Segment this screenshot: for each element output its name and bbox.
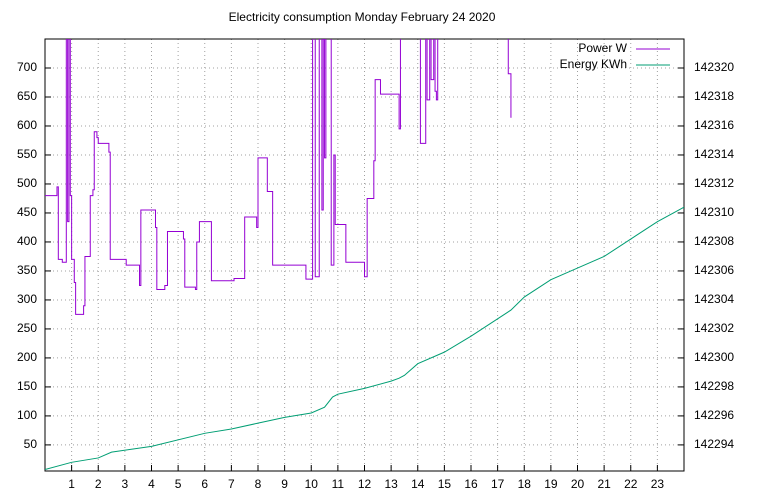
- x-tick-label: 14: [411, 477, 425, 491]
- y-tick-label: 450: [17, 205, 37, 219]
- x-tick-label: 3: [122, 477, 129, 491]
- x-tick-label: 1: [68, 477, 75, 491]
- x-tick-label: 22: [624, 477, 638, 491]
- x-tick-label: 11: [332, 477, 345, 491]
- x-tick-label: 7: [228, 477, 235, 491]
- y2-tick-label: 142314: [694, 147, 734, 161]
- y2-tick-label: 142312: [694, 176, 734, 190]
- y2-tick-label: 142318: [694, 89, 734, 103]
- x-tick-label: 18: [518, 477, 532, 491]
- x-tick-label: 21: [597, 477, 611, 491]
- x-tick-label: 17: [491, 477, 505, 491]
- y2-tick-label: 142308: [694, 234, 734, 248]
- x-tick-label: 12: [358, 477, 372, 491]
- y-tick-label: 550: [17, 147, 37, 161]
- x-tick-label: 2: [95, 477, 102, 491]
- y-tick-label: 700: [17, 60, 37, 74]
- x-tick-label: 10: [305, 477, 319, 491]
- series-line: [45, 39, 512, 315]
- x-tick-label: 6: [201, 477, 208, 491]
- y-tick-label: 500: [17, 176, 37, 190]
- x-tick-label: 13: [384, 477, 398, 491]
- legend-label: Energy KWh: [560, 57, 627, 71]
- series-line: [45, 206, 684, 471]
- plot-frame: [44, 38, 685, 472]
- y-tick-label: 200: [17, 350, 37, 364]
- y-tick-label: 250: [17, 321, 37, 335]
- y2-tick-label: 142304: [694, 292, 734, 306]
- y2-tick-label: 142316: [694, 118, 734, 132]
- y-tick-label: 600: [17, 118, 37, 132]
- y-tick-label: 50: [24, 437, 38, 451]
- y-tick-label: 300: [17, 292, 37, 306]
- x-tick-label: 19: [544, 477, 558, 491]
- y2-tick-label: 142302: [694, 321, 734, 335]
- y-tick-label: 400: [17, 234, 37, 248]
- y2-tick-label: 142306: [694, 263, 734, 277]
- y2-tick-label: 142310: [694, 205, 734, 219]
- x-tick-label: 20: [571, 477, 585, 491]
- x-tick-label: 4: [148, 477, 155, 491]
- chart-title: Electricity consumption Monday February …: [229, 10, 496, 24]
- y-tick-label: 650: [17, 89, 37, 103]
- x-tick-label: 8: [255, 477, 262, 491]
- x-tick-label: 5: [175, 477, 182, 491]
- y2-tick-label: 142296: [694, 408, 734, 422]
- x-tick-label: 9: [281, 477, 288, 491]
- y2-tick-label: 142298: [694, 379, 734, 393]
- y-tick-label: 150: [17, 379, 37, 393]
- y-tick-label: 350: [17, 263, 37, 277]
- x-tick-label: 15: [438, 477, 452, 491]
- y2-tick-label: 142294: [694, 437, 734, 451]
- y2-tick-label: 142300: [694, 350, 734, 364]
- x-tick-label: 23: [651, 477, 665, 491]
- y2-tick-label: 142320: [694, 60, 734, 74]
- y-tick-label: 100: [17, 408, 37, 422]
- x-tick-label: 16: [464, 477, 478, 491]
- legend-label: Power W: [578, 41, 627, 55]
